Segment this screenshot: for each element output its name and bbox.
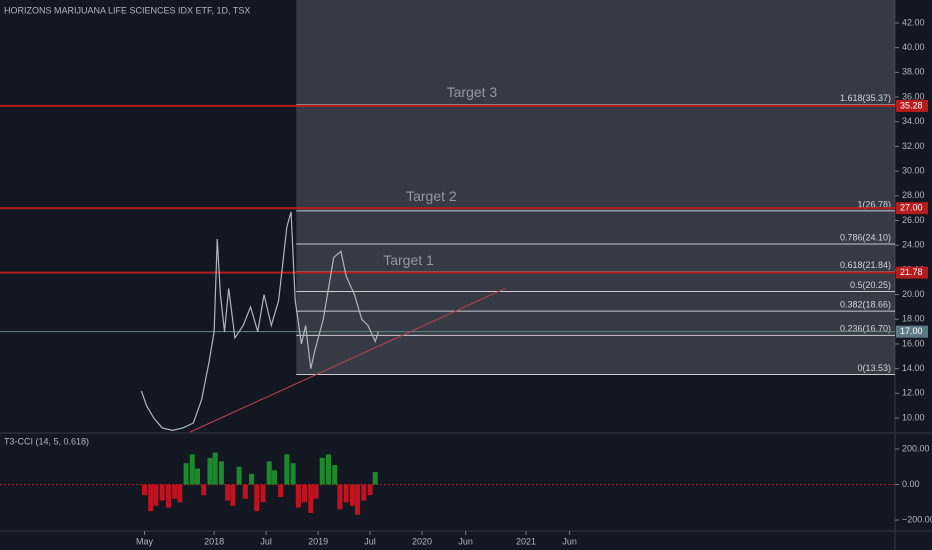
y-tick-label: 42.00 <box>902 17 925 27</box>
cci-bar <box>159 484 165 501</box>
fib-label: 0.786(24.10) <box>840 232 891 242</box>
cci-bar <box>343 484 349 503</box>
cci-bar <box>236 466 242 485</box>
cci-bar <box>230 484 236 506</box>
cci-bar <box>201 484 207 496</box>
cci-bar <box>284 454 290 485</box>
y-tick-label: 10.00 <box>902 412 925 422</box>
cci-bar <box>302 484 308 503</box>
cci-bar <box>332 464 338 485</box>
cci-bar <box>266 461 272 485</box>
fib-label: 0.382(18.66) <box>840 300 891 310</box>
cci-bar <box>349 484 355 506</box>
cci-bar <box>141 484 147 496</box>
y-tick-label: 34.00 <box>902 116 925 126</box>
last-price-label: 17.00 <box>900 326 923 336</box>
target-annotation: Target 3 <box>447 84 498 100</box>
y-tick-label: −200.00 <box>902 514 932 524</box>
y-tick-label: 30.00 <box>902 165 925 175</box>
price-line <box>140 211 379 432</box>
fib-label: 0(13.53) <box>857 363 891 373</box>
y-tick-label: 28.00 <box>902 190 925 200</box>
fib-label: 0.236(16.70) <box>840 324 891 334</box>
x-tick-label: 2020 <box>412 536 432 546</box>
cci-bar <box>177 484 183 503</box>
x-tick-label: Jun <box>562 536 577 546</box>
fib-box <box>296 0 895 375</box>
level-box <box>896 266 928 279</box>
y-tick-label: 40.00 <box>902 42 925 52</box>
fib-label: 1.618(35.37) <box>840 93 891 103</box>
x-tick-label: 2018 <box>204 536 224 546</box>
y-tick-label: 0.00 <box>902 479 920 489</box>
cci-bar <box>172 484 178 499</box>
cci-bar <box>212 452 218 485</box>
x-tick-label: 2019 <box>308 536 328 546</box>
x-tick-label: Jul <box>364 536 376 546</box>
cci-bar <box>319 457 325 485</box>
y-tick-label: 36.00 <box>902 91 925 101</box>
fib-label: 1(26.78) <box>857 199 891 209</box>
cci-bar <box>195 468 201 485</box>
level-label: 35.28 <box>900 100 923 110</box>
cci-bar <box>295 484 301 508</box>
cci-bar <box>254 484 260 512</box>
level-label: 27.00 <box>900 203 923 213</box>
cci-bar <box>183 463 189 485</box>
symbol-title: HORIZONS MARIJUANA LIFE SCIENCES IDX ETF… <box>4 5 250 15</box>
cci-bar <box>367 484 373 496</box>
x-tick-label: Jul <box>260 536 272 546</box>
cci-bar <box>249 473 255 485</box>
cci-bar <box>242 484 248 499</box>
fib-label: 0.618(21.84) <box>840 260 891 270</box>
cci-bar <box>308 484 314 513</box>
trendline <box>190 287 506 433</box>
cci-bar <box>290 463 296 485</box>
target-annotation: Target 2 <box>406 188 457 204</box>
cci-bar <box>361 484 367 501</box>
level-label: 21.78 <box>900 267 923 277</box>
cci-bar <box>260 484 266 503</box>
cci-bar <box>278 484 284 497</box>
level-box <box>896 202 928 215</box>
cci-bar <box>372 472 378 485</box>
cci-bar <box>165 484 171 508</box>
cci-bar <box>218 461 224 485</box>
x-tick-label: Jun <box>458 536 473 546</box>
level-box <box>896 99 928 112</box>
cci-bar <box>153 484 159 506</box>
y-tick-label: 26.00 <box>902 215 925 225</box>
cci-bar <box>355 484 361 515</box>
fib-label: 0.5(20.25) <box>850 280 891 290</box>
last-price-box <box>896 325 928 338</box>
y-tick-label: 38.00 <box>902 67 925 77</box>
cci-bar <box>325 454 331 485</box>
y-tick-label: 16.00 <box>902 338 925 348</box>
y-tick-label: 14.00 <box>902 363 925 373</box>
y-tick-label: 24.00 <box>902 240 925 250</box>
cci-bar <box>313 484 319 499</box>
y-tick-label: 20.00 <box>902 289 925 299</box>
target-annotation: Target 1 <box>383 252 434 268</box>
y-tick-label: 18.00 <box>902 314 925 324</box>
cci-bar <box>271 470 277 485</box>
y-tick-label: 12.00 <box>902 388 925 398</box>
y-tick-label: 32.00 <box>902 141 925 151</box>
cci-bar <box>148 484 154 512</box>
x-tick-label: May <box>136 536 154 546</box>
indicator-title: T3-CCI (14, 5, 0.618) <box>4 436 89 446</box>
x-tick-label: 2021 <box>516 536 536 546</box>
cci-bar <box>337 484 343 510</box>
cci-bar <box>207 457 213 485</box>
y-tick-label: 200.00 <box>902 443 930 453</box>
cci-bar <box>189 454 195 485</box>
cci-bar <box>225 484 231 501</box>
